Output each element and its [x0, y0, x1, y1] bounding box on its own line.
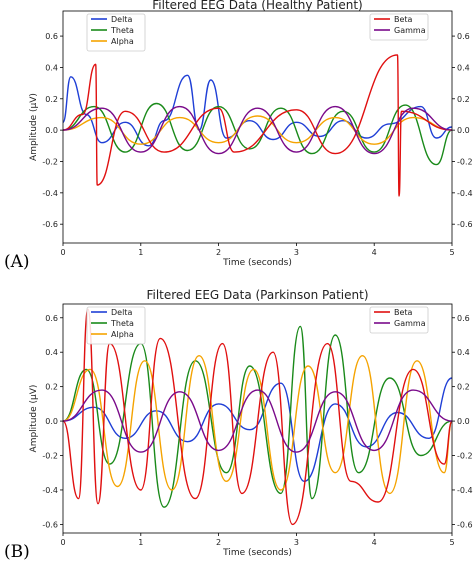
- legend-left: Delta Theta Alpha: [86, 306, 146, 345]
- right-y-tick-label: 0.2: [457, 95, 470, 104]
- x-tick-label: 1: [138, 538, 143, 547]
- x-tick-label: 3: [294, 538, 299, 547]
- legend-right: Beta Gamma: [369, 13, 429, 41]
- series-line-beta: [63, 308, 452, 526]
- panel-tag-b: (B): [4, 542, 30, 562]
- legend-label-alpha: Alpha: [111, 330, 134, 339]
- x-tick-label: 2: [216, 248, 221, 257]
- right-y-tick-label: 0.0: [457, 417, 470, 426]
- x-tick-label: 0: [60, 538, 65, 547]
- right-y-tick-label: -0.4: [457, 486, 473, 495]
- legend-label-delta: Delta: [111, 308, 132, 317]
- y-tick-label: -0.4: [42, 486, 58, 495]
- series-line-theta: [63, 325, 452, 508]
- y-tick-label: -0.2: [42, 157, 58, 166]
- series-line-delta: [63, 377, 452, 482]
- y-tick-label: -0.4: [42, 189, 58, 198]
- y-tick-label: 0.0: [45, 417, 58, 426]
- right-y-tick-label: 0.6: [457, 32, 470, 41]
- legend-label-delta: Delta: [111, 15, 132, 24]
- legend-label-gamma: Gamma: [394, 319, 426, 328]
- chart-title: Filtered EEG Data (Parkinson Patient): [146, 288, 368, 302]
- right-y-tick-label: 0.4: [457, 63, 470, 72]
- panel-tag-a: (A): [4, 252, 30, 272]
- series-line-beta: [63, 54, 452, 197]
- plot-frame: [62, 10, 453, 244]
- right-y-tick-label: 0.2: [457, 383, 470, 392]
- series-group: [63, 54, 452, 197]
- legend-label-beta: Beta: [394, 308, 413, 317]
- y-tick-label: -0.6: [42, 520, 58, 529]
- x-tick-label: 1: [138, 248, 143, 257]
- x-axis-label: Time (seconds): [222, 258, 292, 268]
- legend-label-alpha: Alpha: [111, 37, 134, 46]
- x-tick-label: 4: [372, 538, 377, 547]
- series-group: [63, 308, 452, 526]
- legend-label-theta: Theta: [110, 26, 134, 35]
- legend-box: [369, 306, 429, 334]
- legend-label-theta: Theta: [110, 319, 134, 328]
- y-tick-label: 0.0: [45, 126, 58, 135]
- right-y-tick-label: 0.0: [457, 126, 470, 135]
- right-y-tick-label: -0.2: [457, 452, 473, 461]
- series-line-gamma: [63, 105, 452, 155]
- right-y-tick-label: -0.4: [457, 189, 473, 198]
- right-y-tick-label: 0.6: [457, 314, 470, 323]
- y-tick-label: 0.2: [45, 383, 58, 392]
- x-tick-label: 0: [60, 248, 65, 257]
- y-axis-label: Amplitude (µV): [29, 93, 39, 161]
- y-axis-label: Amplitude (µV): [29, 385, 39, 453]
- y-tick-label: -0.6: [42, 220, 58, 229]
- series-line-alpha: [63, 355, 452, 495]
- y-tick-label: 0.2: [45, 95, 58, 104]
- series-line-theta: [63, 102, 452, 166]
- x-axis-label: Time (seconds): [222, 548, 292, 558]
- chart-panel-parkinson: Filtered EEG Data (Parkinson Patient) 0 1 2…: [29, 288, 473, 558]
- legend-box: [369, 13, 429, 41]
- legend-label-beta: Beta: [394, 15, 413, 24]
- y-tick-label: 0.4: [45, 348, 58, 357]
- right-y-tick-label: -0.6: [457, 220, 473, 229]
- right-y-tick-label: -0.2: [457, 157, 473, 166]
- series-line-gamma: [63, 389, 452, 453]
- x-tick-label: 4: [372, 248, 377, 257]
- chart-title: Filtered EEG Data (Healthy Patient): [152, 0, 362, 12]
- x-tick-label: 3: [294, 248, 299, 257]
- x-tick-label: 5: [449, 538, 454, 547]
- chart-panel-healthy: Filtered EEG Data (Healthy Patient) 0 1 2 3 4…: [29, 0, 473, 268]
- legend-right: Beta Gamma: [369, 306, 429, 334]
- legend-label-gamma: Gamma: [394, 26, 426, 35]
- legend-left: Delta Theta Alpha: [86, 13, 146, 52]
- series-line-alpha: [63, 115, 452, 145]
- y-tick-label: 0.6: [45, 32, 58, 41]
- x-tick-label: 2: [216, 538, 221, 547]
- y-tick-label: -0.2: [42, 452, 58, 461]
- y-tick-label: 0.6: [45, 314, 58, 323]
- x-tick-label: 5: [449, 248, 454, 257]
- y-tick-label: 0.4: [45, 63, 58, 72]
- right-y-tick-label: 0.4: [457, 348, 470, 357]
- series-line-delta: [63, 74, 452, 147]
- plot-frame: [62, 303, 453, 534]
- right-y-tick-label: -0.6: [457, 520, 473, 529]
